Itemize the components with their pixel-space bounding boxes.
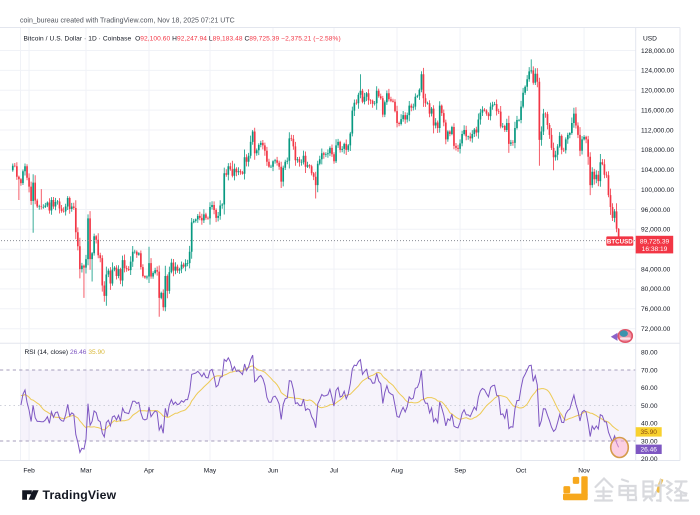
svg-text:84,000.00: 84,000.00 <box>641 266 671 273</box>
svg-text:20.00: 20.00 <box>641 456 658 463</box>
svg-text:80.00: 80.00 <box>641 350 658 357</box>
svg-text:May: May <box>204 468 217 475</box>
svg-text:Bitcoin / U.S. Dollar · 1D · C: Bitcoin / U.S. Dollar · 1D · Coinbase O9… <box>24 35 341 42</box>
svg-text:35.90: 35.90 <box>640 429 657 436</box>
svg-text:coin_bureau created with Tradi: coin_bureau created with TradingView.com… <box>20 17 235 24</box>
svg-text:Jun: Jun <box>268 468 279 475</box>
svg-text:Sep: Sep <box>454 468 466 475</box>
svg-text:RSI (14, close) 26.46 35.90: RSI (14, close) 26.46 35.90 <box>25 349 106 356</box>
svg-text:104,000.00: 104,000.00 <box>641 167 674 174</box>
svg-text:BTCUSD: BTCUSD <box>607 238 633 245</box>
svg-text:116,000.00: 116,000.00 <box>641 107 674 114</box>
svg-text:96,000.00: 96,000.00 <box>641 207 671 214</box>
svg-text:72,000.00: 72,000.00 <box>641 326 671 333</box>
svg-text:80,000.00: 80,000.00 <box>641 286 671 293</box>
svg-text:89,725.39: 89,725.39 <box>640 238 670 245</box>
svg-text:100,000.00: 100,000.00 <box>641 187 674 194</box>
svg-text:70.00: 70.00 <box>641 367 658 374</box>
svg-text:120,000.00: 120,000.00 <box>641 88 674 95</box>
svg-text:Mar: Mar <box>80 468 92 475</box>
svg-text:108,000.00: 108,000.00 <box>641 147 674 154</box>
svg-text:60.00: 60.00 <box>641 385 658 392</box>
svg-text:Apr: Apr <box>144 468 155 475</box>
svg-text:TradingView: TradingView <box>43 488 117 502</box>
svg-text:Aug: Aug <box>391 468 403 475</box>
svg-text:Jul: Jul <box>330 468 339 475</box>
svg-text:124,000.00: 124,000.00 <box>641 68 674 75</box>
svg-text:16:38:19: 16:38:19 <box>642 246 668 253</box>
svg-text:50.00: 50.00 <box>641 403 658 410</box>
svg-text:Nov: Nov <box>578 468 590 475</box>
svg-text:26.46: 26.46 <box>640 447 657 454</box>
svg-text:112,000.00: 112,000.00 <box>641 127 674 134</box>
svg-text:Oct: Oct <box>516 468 526 475</box>
svg-text:76,000.00: 76,000.00 <box>641 306 671 313</box>
svg-text:40.00: 40.00 <box>641 421 658 428</box>
svg-text:30.00: 30.00 <box>641 438 658 445</box>
svg-text:92,000.00: 92,000.00 <box>641 227 671 234</box>
svg-text:Feb: Feb <box>23 468 35 475</box>
svg-text:USD: USD <box>643 36 657 43</box>
svg-text:128,000.00: 128,000.00 <box>641 48 674 55</box>
